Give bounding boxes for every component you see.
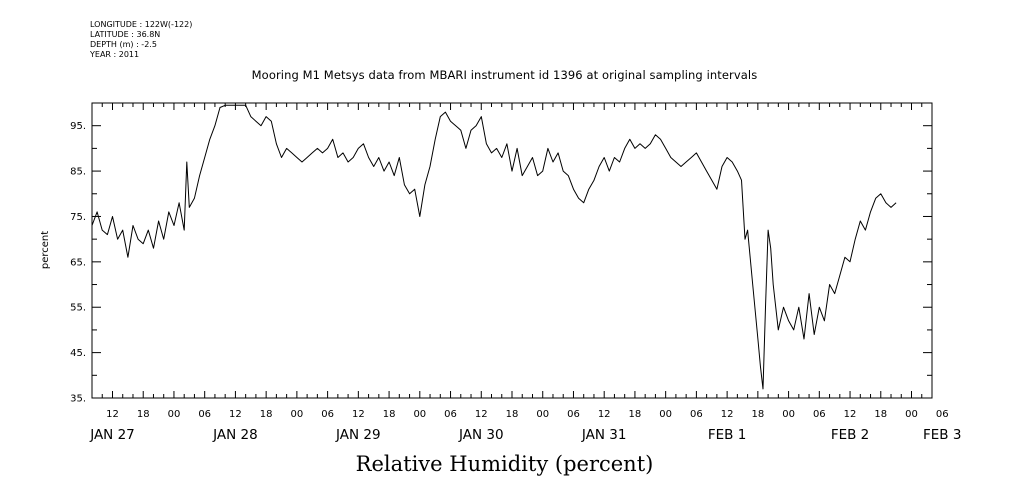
x-tick-label: 18 (751, 409, 764, 420)
x-day-label: JAN 27 (89, 427, 135, 443)
x-day-label: JAN 30 (458, 427, 504, 443)
x-day-label: FEB 3 (923, 427, 961, 443)
y-tick-label: 65. (70, 257, 86, 268)
x-tick-label: 18 (506, 409, 519, 420)
x-tick-label: 06 (936, 409, 949, 420)
x-tick-label: 06 (321, 409, 334, 420)
humidity-series-line (91, 104, 897, 390)
x-tick-label: 12 (475, 409, 488, 420)
x-tick-label: 00 (168, 409, 181, 420)
x-tick-label: 12 (106, 409, 119, 420)
longitude-label: LONGITUDE : 122W(-122) (90, 20, 193, 29)
depth-label: DEPTH (m) : -2.5 (90, 40, 157, 49)
x-tick-label: 06 (198, 409, 211, 420)
x-tick-label: 06 (690, 409, 703, 420)
x-tick-label: 06 (567, 409, 580, 420)
x-tick-label: 12 (721, 409, 734, 420)
x-tick-label: 06 (444, 409, 457, 420)
y-axis-label: percent (40, 231, 51, 269)
x-tick-label: 18 (260, 409, 273, 420)
x-tick-label: 18 (629, 409, 642, 420)
x-axis-label: Relative Humidity (percent) (355, 452, 654, 476)
x-tick-label: 00 (659, 409, 672, 420)
metadata-block: LONGITUDE : 122W(-122) LATITUDE : 36.8N … (90, 20, 192, 60)
x-tick-label: 00 (536, 409, 549, 420)
x-tick-label: 12 (352, 409, 365, 420)
x-tick-label: 00 (905, 409, 918, 420)
chart-title: Mooring M1 Metsys data from MBARI instru… (251, 68, 758, 82)
y-tick-label: 85. (70, 167, 86, 178)
plot-frame (91, 102, 933, 399)
x-day-label: JAN 29 (335, 427, 381, 443)
x-day-label: FEB 1 (708, 427, 746, 443)
y-tick-label: 35. (70, 394, 86, 405)
x-tick-label: 12 (229, 409, 242, 420)
x-day-label: JAN 31 (581, 427, 627, 443)
x-tick-label: 12 (598, 409, 611, 420)
y-tick-label: 95. (70, 121, 86, 132)
x-tick-label: 18 (137, 409, 150, 420)
x-tick-label: 00 (782, 409, 795, 420)
x-tick-label: 12 (844, 409, 857, 420)
year-label: YEAR : 2011 (90, 50, 140, 59)
x-tick-label: 00 (291, 409, 304, 420)
y-tick-label: 55. (70, 303, 86, 314)
x-tick-label: 18 (383, 409, 396, 420)
x-day-label: FEB 2 (831, 427, 869, 443)
y-tick-label: 45. (70, 348, 86, 359)
x-tick-label: 00 (413, 409, 426, 420)
x-tick-label: 18 (874, 409, 887, 420)
x-tick-label: 06 (813, 409, 826, 420)
x-day-label: JAN 28 (212, 427, 258, 443)
y-tick-label: 75. (70, 212, 86, 223)
latitude-label: LATITUDE : 36.8N (90, 30, 161, 39)
